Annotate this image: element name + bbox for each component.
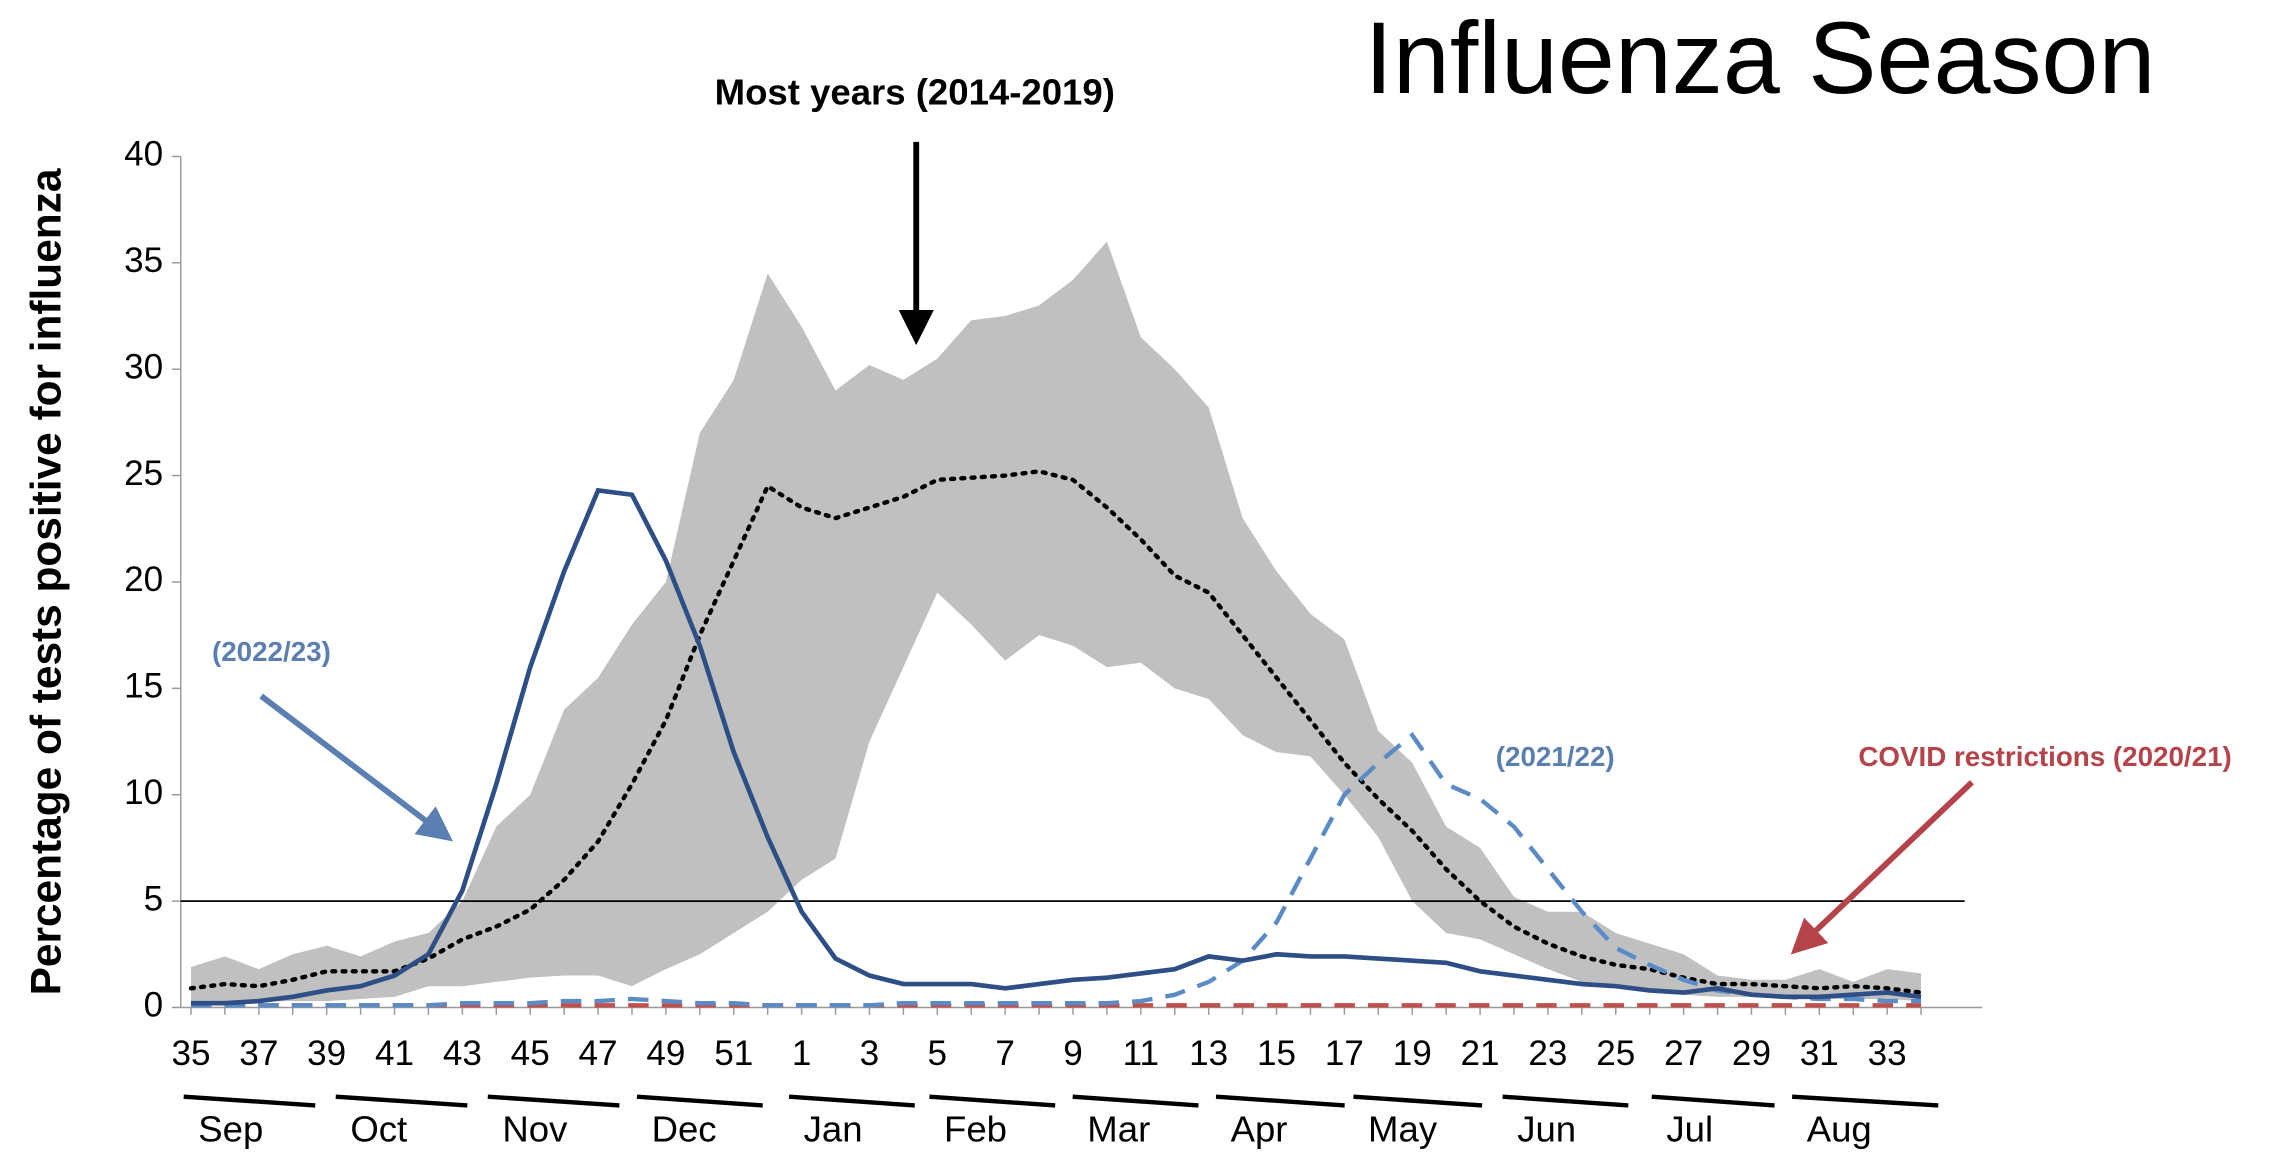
x-tick-label: 7 bbox=[995, 1034, 1015, 1073]
x-tick-label: 19 bbox=[1393, 1034, 1432, 1073]
y-tick-label: 10 bbox=[124, 773, 163, 812]
annotation: (2022/23) bbox=[212, 636, 331, 667]
month-bar bbox=[183, 1094, 316, 1108]
x-tick-label: 37 bbox=[239, 1034, 278, 1073]
month-label: Mar bbox=[1087, 1108, 1150, 1149]
month-bar bbox=[788, 1094, 915, 1108]
month-bar bbox=[487, 1094, 620, 1108]
month-label: Sep bbox=[198, 1108, 263, 1149]
y-tick-label: 30 bbox=[124, 347, 163, 386]
x-tick-label: 43 bbox=[443, 1034, 482, 1073]
annotation-arrow bbox=[1790, 780, 1974, 955]
x-tick-label: 47 bbox=[579, 1034, 618, 1073]
annotation: (2021/22) bbox=[1496, 741, 1615, 772]
month-bar bbox=[636, 1094, 763, 1108]
month-label: Apr bbox=[1231, 1108, 1288, 1149]
month-bar bbox=[1353, 1094, 1483, 1108]
month-bar bbox=[1072, 1094, 1199, 1108]
y-tick-label: 0 bbox=[144, 986, 164, 1025]
month-label: Feb bbox=[944, 1108, 1007, 1149]
month-label: Oct bbox=[350, 1108, 407, 1149]
series-line bbox=[190, 731, 1922, 1008]
x-tick-label: 5 bbox=[928, 1034, 948, 1073]
month-bar bbox=[1651, 1094, 1775, 1108]
x-tick-label: 27 bbox=[1664, 1034, 1703, 1073]
x-tick-label: 33 bbox=[1868, 1034, 1907, 1073]
x-tick-label: 23 bbox=[1528, 1034, 1567, 1073]
x-tick-label: 3 bbox=[860, 1034, 880, 1073]
x-tick-label: 17 bbox=[1325, 1034, 1364, 1073]
x-tick-label: 21 bbox=[1461, 1034, 1500, 1073]
month-bar bbox=[1215, 1094, 1345, 1108]
x-tick-label: 49 bbox=[646, 1034, 685, 1073]
month-label: Jan bbox=[804, 1108, 863, 1149]
x-tick-label: 41 bbox=[375, 1034, 414, 1073]
x-tick-label: 29 bbox=[1732, 1034, 1771, 1073]
month-bar bbox=[1502, 1094, 1629, 1108]
month-label: May bbox=[1368, 1108, 1438, 1149]
range-band bbox=[190, 241, 1922, 1002]
x-tick-label: 1 bbox=[792, 1034, 812, 1073]
y-tick-label: 20 bbox=[124, 560, 163, 599]
month-label: Jul bbox=[1666, 1108, 1713, 1149]
x-tick-label: 51 bbox=[714, 1034, 753, 1073]
month-bar bbox=[335, 1094, 468, 1108]
y-axis-label: Percentage of tests positive for influen… bbox=[22, 168, 69, 995]
x-tick-label: 9 bbox=[1063, 1034, 1083, 1073]
month-bar bbox=[929, 1094, 1056, 1108]
y-tick-label: 25 bbox=[124, 454, 163, 493]
month-label: Dec bbox=[652, 1108, 717, 1149]
month-label: Nov bbox=[502, 1108, 568, 1149]
x-tick-label: 45 bbox=[511, 1034, 550, 1073]
x-tick-label: 39 bbox=[307, 1034, 346, 1073]
month-label: Aug bbox=[1807, 1108, 1872, 1149]
x-tick-label: 15 bbox=[1257, 1034, 1296, 1073]
chart-title: Influenza Season bbox=[1364, 0, 2155, 115]
y-tick-label: 40 bbox=[124, 135, 163, 174]
y-tick-label: 5 bbox=[144, 879, 164, 918]
annotation-arrow bbox=[259, 693, 453, 842]
month-label: Jun bbox=[1517, 1108, 1576, 1149]
x-tick-label: 25 bbox=[1596, 1034, 1635, 1073]
annotation: Most years (2014-2019) bbox=[715, 72, 1115, 113]
y-tick-label: 15 bbox=[124, 667, 163, 706]
x-tick-label: 31 bbox=[1800, 1034, 1839, 1073]
x-tick-label: 13 bbox=[1189, 1034, 1228, 1073]
month-bar bbox=[1791, 1094, 1939, 1108]
y-tick-label: 35 bbox=[124, 241, 163, 280]
x-tick-label: 35 bbox=[171, 1034, 210, 1073]
x-tick-label: 11 bbox=[1123, 1034, 1159, 1073]
annotation: COVID restrictions (2020/21) bbox=[1858, 741, 2231, 772]
series-line bbox=[188, 469, 1924, 995]
series-line bbox=[190, 487, 1922, 1006]
